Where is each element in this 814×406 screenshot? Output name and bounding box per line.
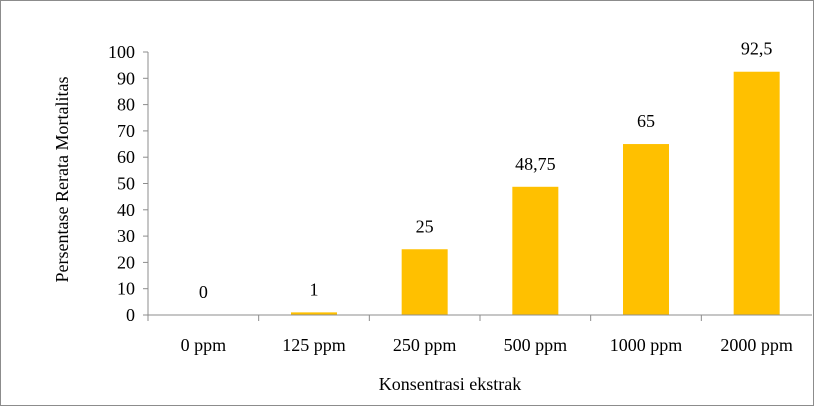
x-tick-label: 2000 ppm [720, 335, 793, 355]
data-label: 65 [637, 111, 655, 131]
y-tick-label: 0 [126, 305, 135, 325]
y-tick-label: 10 [117, 279, 135, 299]
data-label: 25 [416, 216, 434, 236]
y-tick-label: 50 [117, 174, 135, 194]
y-tick-label: 70 [117, 121, 135, 141]
y-tick-label: 90 [117, 68, 135, 88]
bar [401, 249, 448, 315]
x-tick-label: 125 ppm [282, 335, 346, 355]
y-tick-label: 40 [117, 200, 135, 220]
x-tick-label: 500 ppm [504, 335, 568, 355]
y-axis-title: Persentase Rerata Mortalitas [52, 77, 72, 283]
x-tick-label: 0 ppm [181, 335, 227, 355]
x-axis-title: Konsentrasi ekstrak [379, 374, 521, 394]
bar [512, 186, 559, 315]
x-axis-ticks: 0 ppm 125 ppm 250 ppm 500 ppm 1000 ppm 2000 p… [147, 315, 793, 355]
bar [623, 144, 669, 315]
data-label: 1 [310, 279, 319, 299]
y-tick-label: 80 [117, 95, 135, 115]
x-tick-label: 250 ppm [393, 335, 457, 355]
data-label: 48,75 [515, 154, 556, 174]
data-labels-group: 0 1 25 48,75 65 92,5 [199, 39, 773, 302]
bar [291, 312, 337, 315]
y-tick-label: 100 [108, 42, 135, 62]
data-label: 92,5 [741, 39, 773, 59]
y-tick-label: 20 [117, 252, 135, 272]
bars-group [291, 71, 780, 315]
data-label: 0 [199, 282, 208, 302]
y-axis-ticks: 0 10 20 30 40 50 60 70 80 90 100 [108, 42, 148, 325]
bar [733, 71, 780, 315]
y-tick-label: 60 [117, 147, 135, 167]
y-tick-label: 30 [117, 226, 135, 246]
x-tick-label: 1000 ppm [610, 335, 683, 355]
